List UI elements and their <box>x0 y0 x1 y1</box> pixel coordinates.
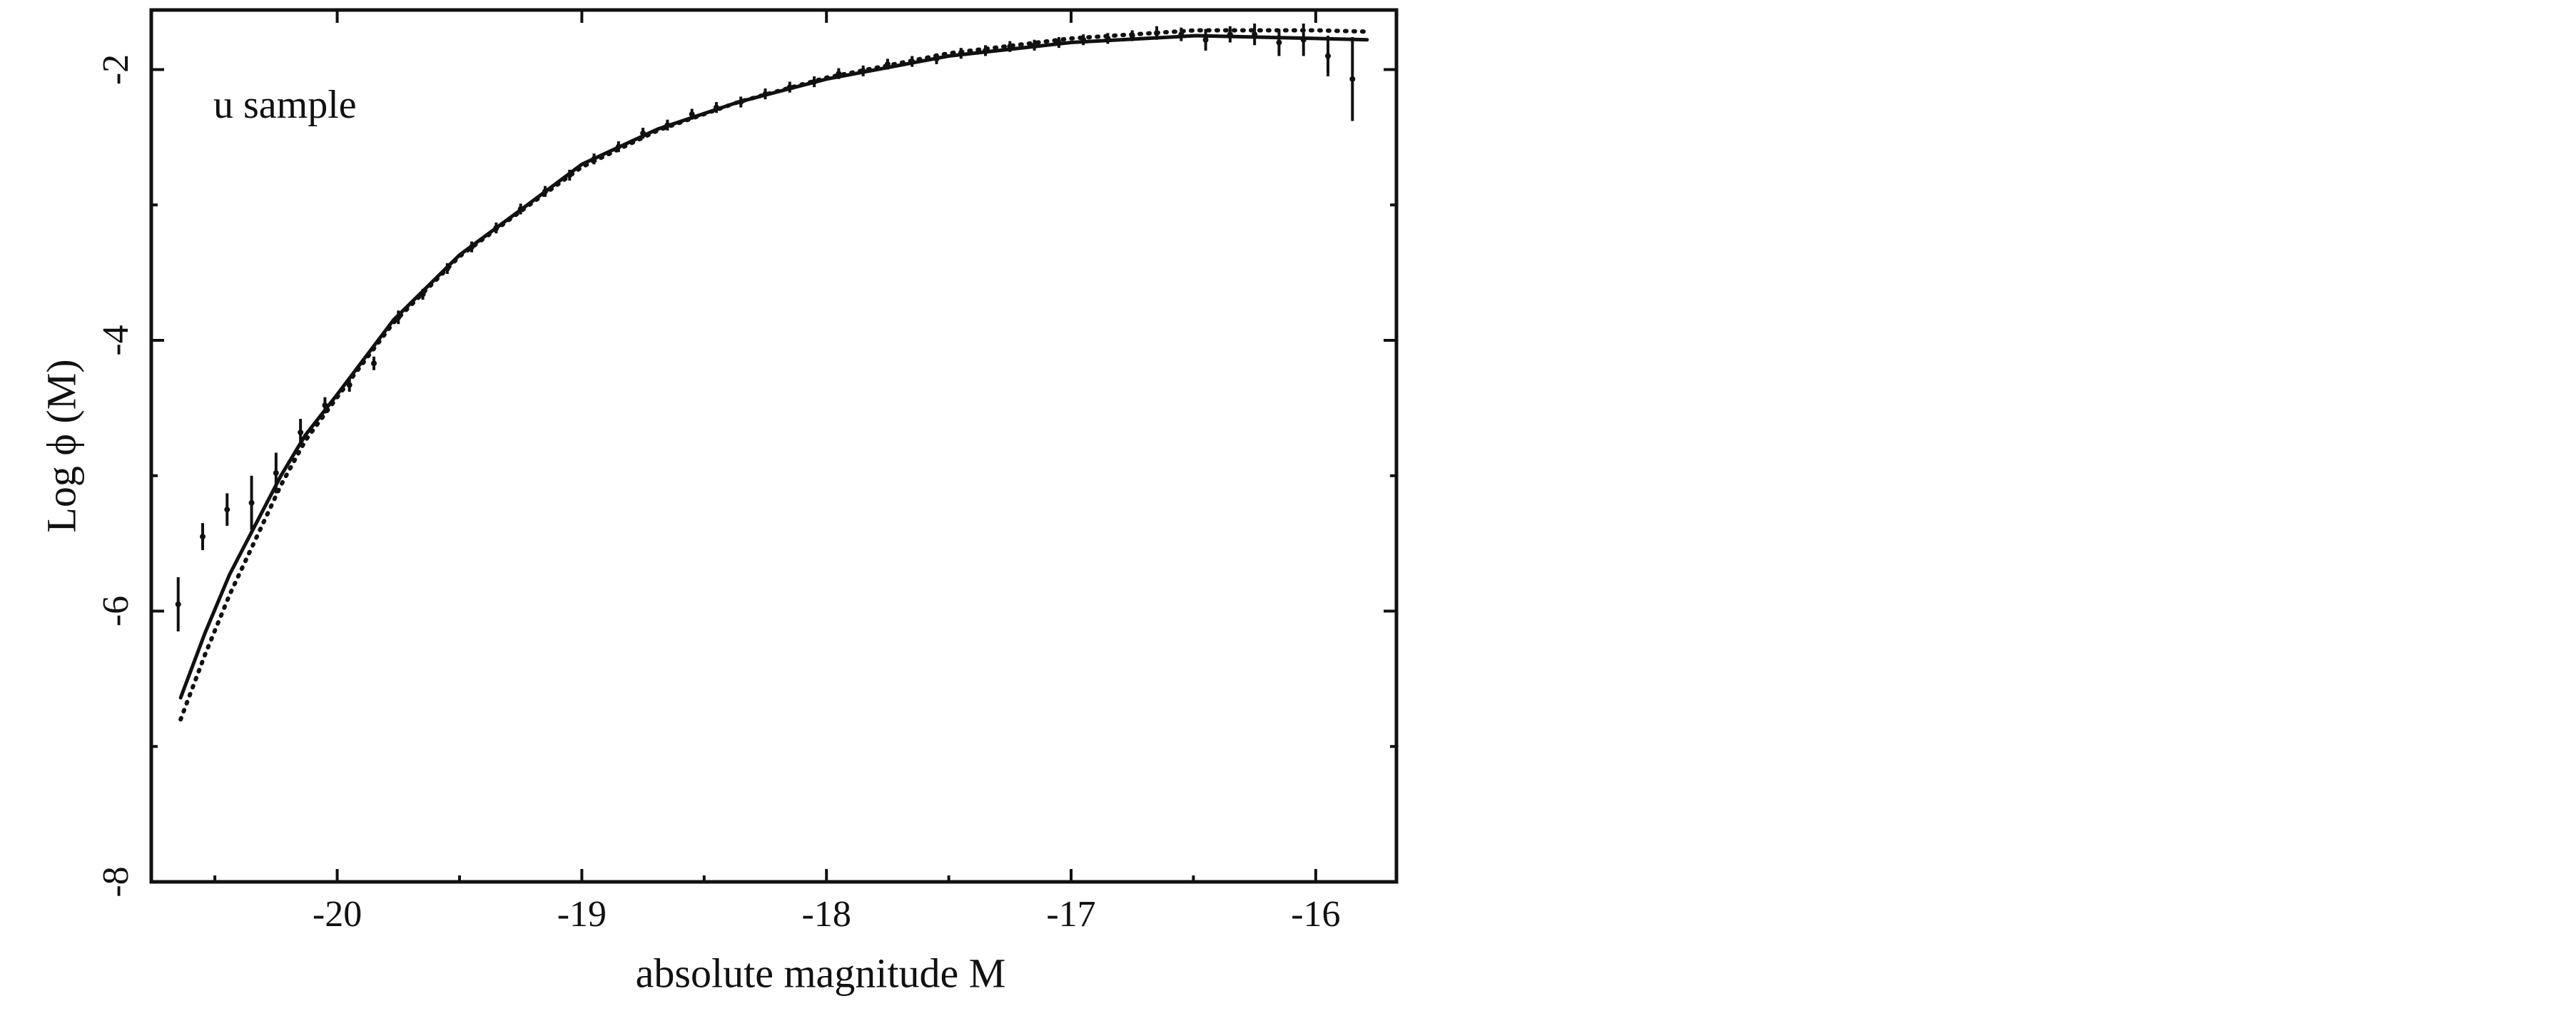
data-point <box>493 225 500 231</box>
data-point <box>1227 31 1233 38</box>
x-tick-label: -19 <box>557 894 607 935</box>
data-point <box>567 172 573 178</box>
data-point <box>1276 39 1282 46</box>
data-point <box>273 469 279 476</box>
data-point <box>322 402 328 409</box>
data-point <box>395 314 402 320</box>
data-point <box>1325 53 1332 59</box>
x-axis-title: absolute magnitude M <box>636 950 1006 996</box>
fit-line <box>178 34 1369 700</box>
annotation: u sample <box>213 83 357 127</box>
data-point <box>1055 39 1062 46</box>
data-point <box>811 78 818 85</box>
y-tick-label: -6 <box>96 596 136 626</box>
data-point <box>860 68 866 74</box>
data-point <box>1031 42 1038 49</box>
data-point <box>713 104 719 111</box>
data-point <box>248 499 255 506</box>
data-point <box>786 84 793 91</box>
data-point <box>836 71 842 77</box>
plot-frame <box>149 8 1399 884</box>
data-point <box>933 56 940 62</box>
data-point <box>615 143 622 150</box>
data-point <box>1105 35 1111 41</box>
data-point <box>983 47 989 54</box>
data-point <box>1129 33 1135 39</box>
data-point <box>420 291 426 298</box>
y-tick-label: -8 <box>96 866 136 897</box>
data-point <box>958 50 964 56</box>
data-point <box>469 244 475 250</box>
data-point <box>1154 30 1160 36</box>
data-point <box>591 156 597 162</box>
data-point <box>444 265 450 272</box>
x-tick-label: -16 <box>1291 894 1340 935</box>
data-point <box>298 430 304 436</box>
y-axis-title: Log ϕ (M) <box>38 359 84 532</box>
data-point <box>738 99 744 106</box>
y-tick-label: -4 <box>96 325 136 355</box>
x-tick-label: -18 <box>802 894 851 935</box>
data-point <box>640 130 646 136</box>
data-point <box>762 91 769 97</box>
data-point <box>542 188 548 195</box>
data-point <box>884 61 891 67</box>
data-point <box>517 205 524 212</box>
data-point <box>909 59 916 65</box>
x-tick-label: -17 <box>1046 894 1095 935</box>
data-point <box>199 534 206 540</box>
data-point <box>1178 31 1185 38</box>
data-point <box>1080 36 1087 43</box>
y-tick-label: -2 <box>96 54 136 85</box>
data-point <box>689 111 695 118</box>
data-point <box>1252 31 1258 38</box>
x-tick-label: -20 <box>313 894 362 935</box>
data-point <box>1202 36 1209 43</box>
fit-line <box>178 28 1369 722</box>
data-point <box>1007 44 1013 50</box>
data-point <box>224 507 230 513</box>
data-point <box>370 360 377 367</box>
data-point <box>346 382 353 388</box>
data-point <box>1349 76 1356 82</box>
data-point <box>175 601 181 608</box>
data-point <box>1300 36 1307 43</box>
data-point <box>664 122 671 128</box>
